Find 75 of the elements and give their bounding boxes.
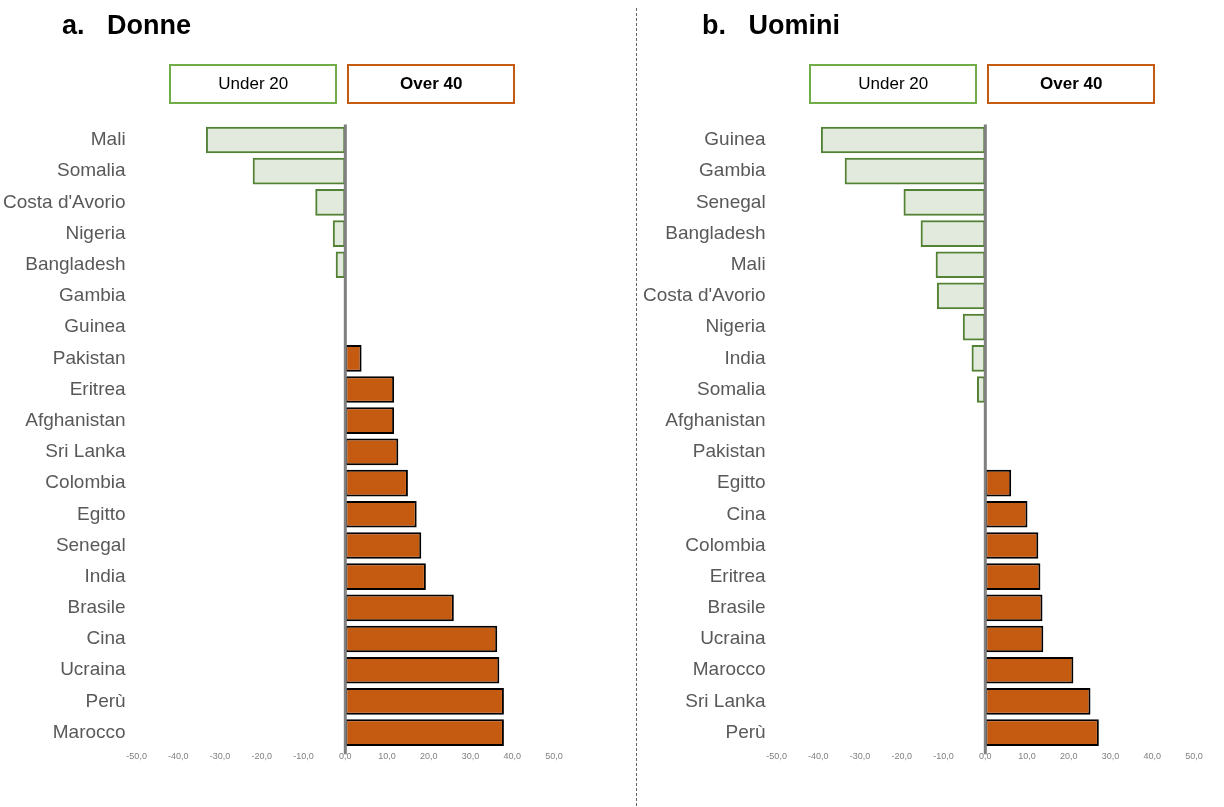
y-tick-label: Guinea [64, 315, 127, 337]
text: Over 40 [347, 64, 516, 104]
y-tick-label: India [84, 564, 127, 586]
y-tick-label: Mali [730, 252, 766, 274]
y-tick-label: Cina [726, 502, 767, 524]
y-tick-label: Afghanistan [25, 408, 126, 430]
y-tick-label: Gambia [699, 159, 767, 181]
bar [844, 157, 986, 185]
y-tick-label: Somalia [56, 159, 127, 181]
y-tick-label: Bangladesh [665, 221, 766, 243]
y-tick-label: Colombia [45, 471, 127, 493]
y-tick-label: Senegal [55, 533, 126, 555]
y-tick-label: Brasile [707, 596, 766, 618]
y-tick-label: Senegal [695, 190, 766, 212]
y-tick-label: Cina [86, 627, 127, 649]
y-tick-label: Egitto [717, 471, 766, 493]
x-tick-label: 50,0 [545, 751, 563, 762]
x-tick-label: -30,0 [849, 751, 871, 762]
chart-title: b. Uomini [702, 10, 840, 41]
x-tick-label: 10,0 [1018, 751, 1036, 762]
y-tick-label: Pakistan [52, 346, 126, 368]
x-tick-label: -50,0 [126, 751, 147, 762]
x-tick-label: -40,0 [808, 751, 829, 762]
x-tick-label: -50,0 [766, 751, 787, 762]
x-tick-label: -30,0 [209, 751, 231, 762]
x-tick-label: 20,0 [1060, 751, 1078, 762]
y-tick-label: Gambia [59, 284, 127, 306]
x-tick-label: -40,0 [168, 751, 189, 762]
y-tick-label: Somalia [696, 377, 767, 399]
y-tick-label: Sri Lanka [685, 689, 767, 711]
x-tick-label: 40,0 [1143, 751, 1162, 762]
y-tick-label: Marocco [692, 658, 766, 680]
y-tick-label: Nigeria [705, 315, 767, 337]
bar [920, 220, 986, 247]
bar [962, 313, 986, 341]
y-tick-label: Eritrea [709, 564, 767, 586]
x-tick-label: 0,0 [979, 751, 992, 762]
bar [903, 189, 986, 216]
x-tick-label: -10,0 [293, 751, 314, 762]
y-tick-label: Sri Lanka [45, 440, 127, 462]
text: Over 40 [987, 64, 1156, 104]
x-tick-label: -20,0 [891, 751, 913, 762]
bar [935, 251, 986, 279]
y-tick-label: Costa d'Avorio [642, 284, 766, 306]
x-tick-label: -10,0 [933, 751, 954, 762]
y-tick-label: Ucraina [60, 658, 127, 680]
x-tick-label: 10,0 [378, 751, 396, 762]
y-tick-label: Bangladesh [25, 252, 126, 274]
y-tick-label: Marocco [52, 720, 126, 742]
y-tick-label: Eritrea [69, 377, 127, 399]
bar [936, 282, 986, 310]
series-label: Under 20 [169, 64, 338, 104]
y-tick-label: Egitto [77, 502, 126, 524]
y-tick-label: Guinea [704, 128, 767, 150]
x-tick-label: 20,0 [420, 751, 438, 762]
bar [820, 126, 986, 154]
x-tick-label: 40,0 [503, 751, 522, 762]
x-tick-label: 50,0 [1185, 751, 1203, 762]
x-tick-label: 0,0 [339, 751, 352, 762]
x-tick-label: 30,0 [461, 751, 480, 762]
y-tick-label: Costa d'Avorio [2, 190, 126, 212]
y-tick-label: Mali [90, 128, 126, 150]
y-tick-label: Perù [725, 720, 766, 742]
y-tick-label: Pakistan [692, 440, 766, 462]
y-tick-label: Afghanistan [665, 408, 766, 430]
x-tick-label: -20,0 [251, 751, 273, 762]
series-label: Under 20 [809, 64, 978, 104]
y-tick-label: Nigeria [65, 221, 127, 243]
chart-title: a. Donne [62, 10, 192, 41]
y-tick-label: Perù [85, 689, 126, 711]
y-tick-label: Brasile [67, 596, 126, 618]
y-tick-label: Ucraina [700, 627, 767, 649]
x-tick-label: 30,0 [1101, 751, 1120, 762]
y-tick-label: India [724, 346, 767, 368]
y-tick-label: Colombia [685, 533, 767, 555]
